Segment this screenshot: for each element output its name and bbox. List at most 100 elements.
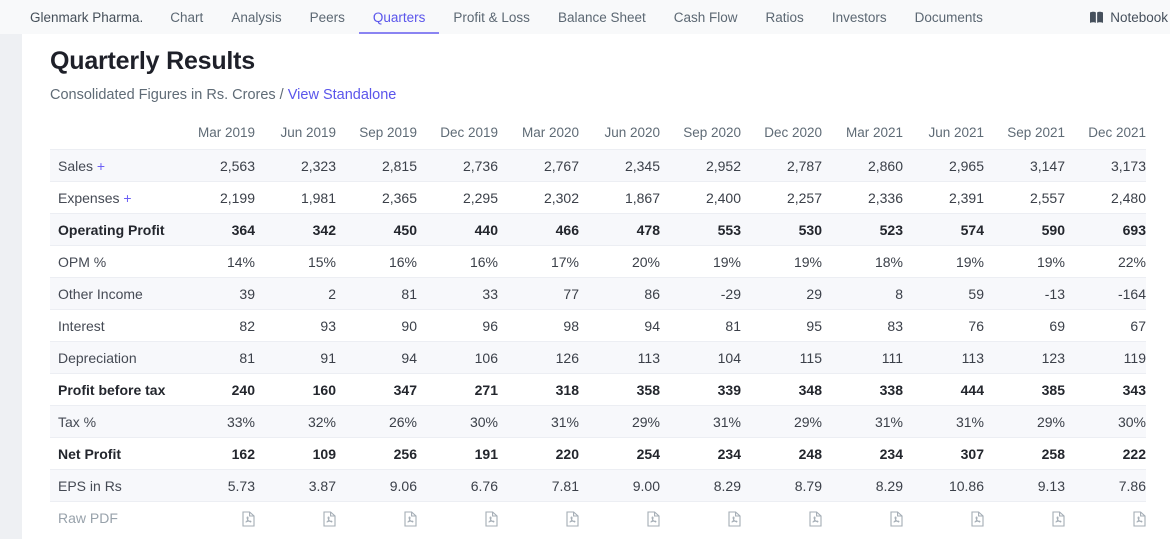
pdf-file-icon[interactable] [323,510,336,526]
value-cell: 2,365 [336,182,417,214]
column-header: Jun 2021 [903,116,984,150]
value-cell: 3,173 [1065,150,1146,182]
table-row: Net Profit162109256191220254234248234307… [50,438,1146,470]
value-cell: 29% [579,406,660,438]
value-cell: 69 [984,310,1065,342]
pdf-file-icon[interactable] [1052,510,1065,526]
pdf-file-icon[interactable] [404,510,417,526]
pdf-file-icon[interactable] [485,510,498,526]
row-label: Tax % [50,406,174,438]
pdf-file-icon[interactable] [242,510,255,526]
value-cell: 2,563 [174,150,255,182]
value-cell: 82 [174,310,255,342]
value-cell: 2,257 [741,182,822,214]
value-cell: 3,147 [984,150,1065,182]
value-cell: 358 [579,374,660,406]
row-label-text: Depreciation [58,350,137,366]
value-cell: 33% [174,406,255,438]
value-cell: 29% [984,406,1065,438]
row-label: Operating Profit [50,214,174,246]
expand-plus-toggle[interactable]: + [97,158,105,174]
nav-tab-ratios[interactable]: Ratios [752,0,818,34]
value-cell: 693 [1065,214,1146,246]
value-cell: 8.29 [660,470,741,502]
value-cell: 18% [822,246,903,278]
value-cell: 2,323 [255,150,336,182]
table-header-row: Mar 2019Jun 2019Sep 2019Dec 2019Mar 2020… [50,116,1146,150]
value-cell: 15% [255,246,336,278]
pdf-file-icon[interactable] [728,510,741,526]
value-cell: 343 [1065,374,1146,406]
row-label: Other Income [50,278,174,310]
value-cell: 30% [1065,406,1146,438]
value-cell: -29 [660,278,741,310]
table-row: Expenses +2,1991,9812,3652,2952,3021,867… [50,182,1146,214]
expand-plus-toggle[interactable]: + [123,190,131,206]
column-header: Sep 2020 [660,116,741,150]
value-cell: 30% [417,406,498,438]
nav-tab-investors[interactable]: Investors [818,0,901,34]
value-cell: 2,199 [174,182,255,214]
pdf-file-icon[interactable] [890,510,903,526]
company-link[interactable]: Glenmark Pharma. [0,0,156,34]
value-cell: 590 [984,214,1065,246]
value-cell: 254 [579,438,660,470]
row-label-text: Net Profit [58,446,121,462]
nav-tabs: ChartAnalysisPeersQuartersProfit & LossB… [156,0,997,34]
pdf-file-icon[interactable] [647,510,660,526]
value-cell: 26% [336,406,417,438]
nav-tab-quarters[interactable]: Quarters [359,0,440,34]
value-cell: 271 [417,374,498,406]
notebook-button[interactable]: Notebook [1089,0,1170,34]
value-cell: 8.79 [741,470,822,502]
value-cell: 385 [984,374,1065,406]
value-cell: 2 [255,278,336,310]
pdf-file-icon[interactable] [809,510,822,526]
value-cell: 91 [255,342,336,374]
value-cell: 19% [660,246,741,278]
value-cell: 338 [822,374,903,406]
value-cell: 5.73 [174,470,255,502]
nav-tab-profit-loss[interactable]: Profit & Loss [439,0,544,34]
view-standalone-link[interactable]: View Standalone [288,87,397,103]
value-cell: 19% [903,246,984,278]
value-cell: 98 [498,310,579,342]
row-label: Profit before tax [50,374,174,406]
value-cell: -13 [984,278,1065,310]
value-cell: 113 [903,342,984,374]
nav-tab-balance-sheet[interactable]: Balance Sheet [544,0,660,34]
table-row: Profit before tax24016034727131835833934… [50,374,1146,406]
value-cell: 2,860 [822,150,903,182]
value-cell: 307 [903,438,984,470]
pdf-file-icon[interactable] [971,510,984,526]
nav-tab-analysis[interactable]: Analysis [217,0,295,34]
value-cell: 31% [498,406,579,438]
page-title: Quarterly Results [50,47,1146,76]
value-cell: 95 [741,310,822,342]
value-cell: 191 [417,438,498,470]
nav-tab-chart[interactable]: Chart [156,0,217,34]
value-cell: 2,815 [336,150,417,182]
value-cell: 106 [417,342,498,374]
quarterly-results-card: Quarterly Results Consolidated Figures i… [22,34,1170,539]
value-cell: 1,981 [255,182,336,214]
nav-tab-peers[interactable]: Peers [296,0,359,34]
nav-tab-documents[interactable]: Documents [901,0,997,34]
row-label: Depreciation [50,342,174,374]
value-cell: 530 [741,214,822,246]
pdf-file-icon[interactable] [566,510,579,526]
value-cell: 478 [579,214,660,246]
column-header: Jun 2019 [255,116,336,150]
column-header: Sep 2021 [984,116,1065,150]
value-cell: -164 [1065,278,1146,310]
value-cell: 2,295 [417,182,498,214]
value-cell: 39 [174,278,255,310]
pdf-file-icon[interactable] [1133,510,1146,526]
value-cell: 83 [822,310,903,342]
row-label-text: EPS in Rs [58,478,122,494]
row-label-text: Interest [58,318,105,334]
value-cell: 86 [579,278,660,310]
row-label-text: Tax % [58,414,96,430]
value-cell: 440 [417,214,498,246]
nav-tab-cash-flow[interactable]: Cash Flow [660,0,752,34]
